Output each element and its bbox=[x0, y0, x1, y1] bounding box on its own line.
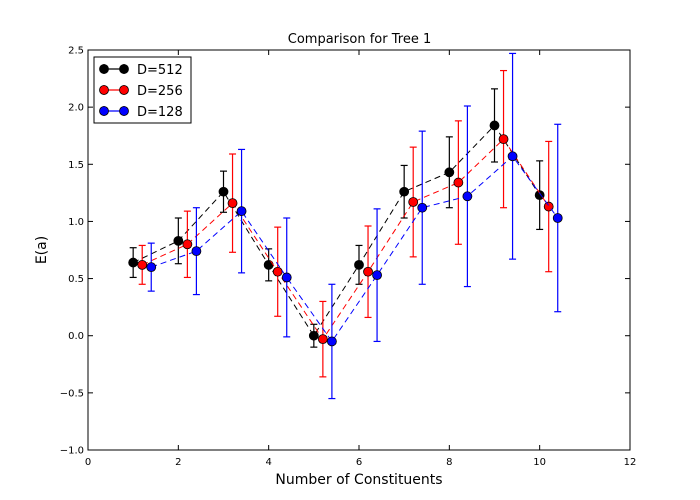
chart-title: Comparison for Tree 1 bbox=[288, 32, 431, 47]
y-tick-label: 1.0 bbox=[68, 217, 84, 228]
y-tick-label: 0.5 bbox=[68, 274, 84, 285]
data-point bbox=[317, 334, 328, 345]
data-point bbox=[191, 246, 202, 257]
data-point bbox=[281, 272, 292, 283]
series-line-1 bbox=[141, 138, 550, 341]
y-tick-label: −1.0 bbox=[60, 446, 84, 457]
x-tick-label: 0 bbox=[85, 457, 91, 468]
data-point bbox=[534, 190, 545, 201]
data-point bbox=[363, 266, 373, 277]
legend-entry-2: D=128 bbox=[99, 105, 183, 120]
y-tick-label: 1.5 bbox=[68, 160, 84, 171]
legend-marker bbox=[99, 85, 109, 95]
series-0 bbox=[128, 88, 545, 348]
legend-label: D=512 bbox=[137, 63, 183, 78]
x-tick-label: 12 bbox=[624, 457, 637, 468]
data-point bbox=[453, 177, 464, 188]
data-point bbox=[146, 262, 157, 273]
data-point bbox=[399, 186, 410, 197]
y-tick-label: −0.5 bbox=[60, 388, 84, 399]
legend-marker bbox=[119, 85, 129, 95]
legend-label: D=256 bbox=[137, 84, 183, 99]
data-point bbox=[128, 257, 139, 268]
x-tick-label: 6 bbox=[356, 457, 362, 468]
series-line-2 bbox=[151, 155, 559, 343]
data-point bbox=[272, 266, 283, 277]
data-point bbox=[354, 259, 364, 270]
legend-marker bbox=[119, 106, 129, 116]
x-axis-label: Number of Constituents bbox=[275, 472, 442, 488]
y-tick-label: 2.0 bbox=[68, 103, 84, 114]
legend-marker bbox=[119, 64, 129, 74]
data-point bbox=[182, 239, 193, 250]
data-point bbox=[218, 186, 229, 197]
data-point bbox=[236, 206, 247, 217]
legend-label: D=128 bbox=[137, 105, 183, 120]
data-point bbox=[137, 259, 148, 270]
data-point bbox=[263, 259, 274, 270]
data-point bbox=[489, 120, 500, 131]
legend-entry-1: D=256 bbox=[99, 84, 183, 99]
data-point bbox=[507, 151, 518, 162]
x-tick-label: 4 bbox=[265, 457, 271, 468]
legend-entry-0: D=512 bbox=[99, 63, 183, 78]
data-point bbox=[326, 336, 337, 347]
data-point bbox=[372, 270, 382, 281]
y-tick-label: 0.0 bbox=[68, 331, 84, 342]
series-1 bbox=[137, 69, 554, 378]
data-point bbox=[408, 197, 419, 207]
data-point bbox=[444, 167, 455, 178]
x-tick-label: 10 bbox=[533, 457, 546, 468]
data-point bbox=[417, 202, 428, 213]
axis-ticks: 0 2 4 6 8 10 12 −1.0 −0.5 0.0 0.5 1.0 1.5 2.0 2.5 bbox=[60, 46, 637, 469]
x-tick-label: 8 bbox=[446, 457, 452, 468]
data-point bbox=[462, 191, 473, 202]
data-point bbox=[227, 198, 238, 209]
data-point bbox=[498, 134, 509, 145]
legend: D=512 D=256 D=128 bbox=[93, 56, 192, 124]
y-tick-label: 2.5 bbox=[68, 46, 84, 57]
x-tick-label: 2 bbox=[175, 457, 181, 468]
legend-marker bbox=[99, 106, 109, 116]
y-axis-label: E(a) bbox=[34, 236, 50, 264]
legend-marker bbox=[99, 64, 109, 74]
data-point bbox=[308, 330, 319, 341]
data-point bbox=[173, 235, 184, 246]
series-2 bbox=[146, 52, 563, 400]
series-line-0 bbox=[132, 124, 541, 337]
plot-area bbox=[128, 52, 563, 400]
data-point bbox=[552, 213, 563, 223]
